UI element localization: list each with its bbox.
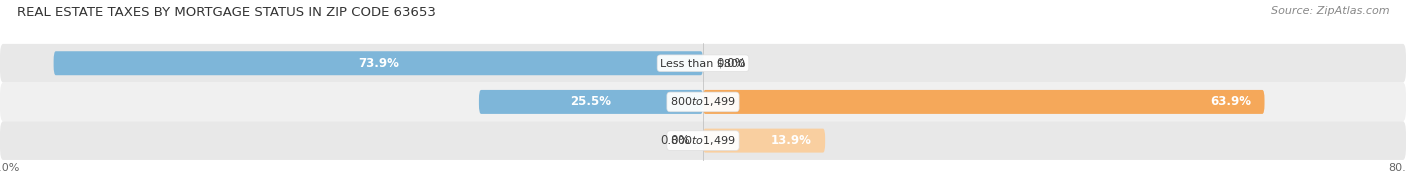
Text: 13.9%: 13.9% [770,134,813,147]
Text: $800 to $1,499: $800 to $1,499 [671,134,735,147]
FancyBboxPatch shape [703,90,1264,114]
Text: 63.9%: 63.9% [1211,95,1251,108]
Text: $800 to $1,499: $800 to $1,499 [671,95,735,108]
Text: 0.0%: 0.0% [661,134,690,147]
FancyBboxPatch shape [0,121,1406,160]
Text: Less than $800: Less than $800 [661,58,745,68]
FancyBboxPatch shape [0,44,1406,83]
Text: REAL ESTATE TAXES BY MORTGAGE STATUS IN ZIP CODE 63653: REAL ESTATE TAXES BY MORTGAGE STATUS IN … [17,6,436,19]
FancyBboxPatch shape [53,51,703,75]
FancyBboxPatch shape [703,129,825,153]
Text: 73.9%: 73.9% [359,57,399,70]
Text: 0.0%: 0.0% [716,57,745,70]
Text: 25.5%: 25.5% [571,95,612,108]
FancyBboxPatch shape [0,83,1406,121]
Text: Source: ZipAtlas.com: Source: ZipAtlas.com [1271,6,1389,16]
FancyBboxPatch shape [479,90,703,114]
